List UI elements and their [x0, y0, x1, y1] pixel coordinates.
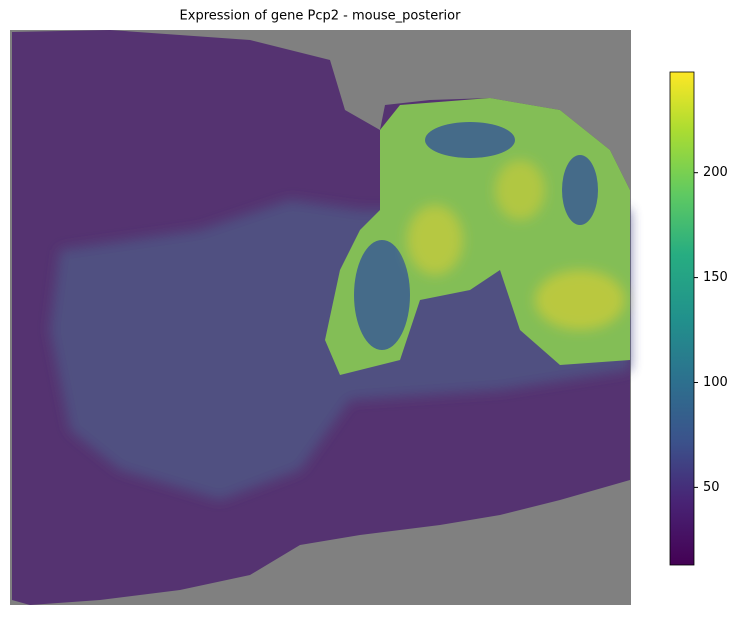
colorbar-tick-label: 100 [703, 375, 728, 390]
region [535, 270, 625, 330]
colorbar-tick-label: 150 [703, 270, 728, 285]
region [407, 205, 463, 275]
colorbar-tick-label: 200 [703, 165, 728, 180]
colorbar [669, 71, 695, 566]
region [425, 122, 515, 158]
region [495, 160, 545, 220]
tissue [12, 30, 630, 605]
colorbar-tick-label: 50 [703, 480, 720, 495]
chart-title: Expression of gene Pcp2 - mouse_posterio… [180, 9, 462, 24]
region [562, 155, 598, 225]
region [354, 240, 410, 350]
